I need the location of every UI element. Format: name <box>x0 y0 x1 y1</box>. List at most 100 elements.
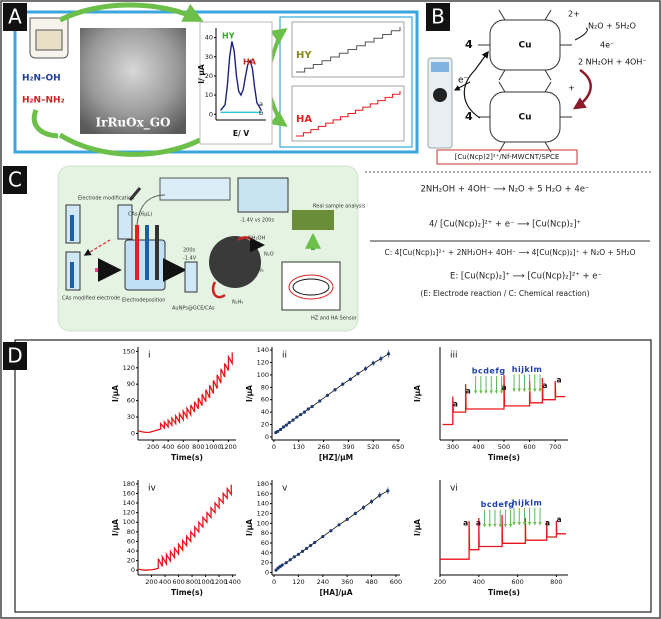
y-axis-label: I/μA <box>111 519 120 536</box>
x-axis-label: E/ V <box>233 129 249 138</box>
data-point <box>321 535 325 539</box>
y-tick-label: 180 <box>257 480 269 488</box>
scheme-label: Electrodeposition <box>122 298 165 304</box>
data-point <box>291 418 295 422</box>
x-tick-label: 650 <box>392 443 404 451</box>
x-tick-label: 1000 <box>197 578 214 586</box>
cv-loop <box>292 278 330 296</box>
sensor-inset <box>281 261 341 311</box>
products: N₂O + 5H₂O <box>588 22 636 31</box>
y-tick-label: 60 <box>261 396 269 404</box>
data-point <box>341 382 345 386</box>
y-tick-label: 0 <box>209 110 213 118</box>
y-tick-label: 60 <box>261 539 269 547</box>
flow-arrow <box>58 132 202 157</box>
curve-label: b <box>259 109 263 117</box>
x-tick-label: 800 <box>186 578 198 586</box>
y-tick-label: 30 <box>205 53 213 61</box>
data-line <box>137 352 233 433</box>
data-point <box>325 393 330 397</box>
annotation: a <box>466 387 471 396</box>
vial <box>184 261 198 293</box>
data-point <box>318 399 322 403</box>
y-tick-label: 140 <box>257 346 269 354</box>
electron: e⁻ <box>458 76 469 86</box>
y-tick-label: 120 <box>257 509 269 517</box>
flow-arrow <box>31 109 59 139</box>
y-tick-label: 40 <box>205 34 213 42</box>
stair-trace <box>296 27 401 73</box>
data-point <box>296 552 301 556</box>
complex-structure-top <box>478 9 572 81</box>
electron-arrow <box>463 50 489 119</box>
x-tick-label: 120 <box>292 578 304 586</box>
x-tick-label: 400 <box>162 443 174 451</box>
scheme-label: -1.4V vs 200s <box>240 218 274 224</box>
cell-electrode <box>135 225 139 280</box>
peak-label: HA <box>243 58 257 67</box>
data-point <box>274 568 278 572</box>
annotation: a <box>453 400 458 409</box>
reaction-arrow <box>572 68 592 110</box>
data-point <box>337 523 341 527</box>
electrode <box>70 262 74 288</box>
data-point <box>386 352 391 356</box>
panel-label-bg <box>3 166 27 194</box>
y-tick-label: 180 <box>123 480 135 488</box>
x-tick-label: 480 <box>365 578 377 586</box>
y-tick-label: 140 <box>257 500 269 508</box>
x-tick-label: 600 <box>172 578 184 586</box>
annotation: bcdefg <box>481 500 515 509</box>
scheme-label: N₂H₄ <box>232 300 244 306</box>
scheme-label: AuNPs@GCE/CAs <box>172 306 215 312</box>
x-tick-label: 600 <box>177 443 189 451</box>
charge: + <box>568 84 575 93</box>
inset-frame <box>279 16 413 148</box>
y-tick-label: 20 <box>261 421 269 429</box>
x-tick-label: 360 <box>341 578 353 586</box>
y-tick-label: 0 <box>131 429 135 437</box>
y-tick-label: 120 <box>257 359 269 367</box>
pipette <box>128 187 142 201</box>
panel-label-bg <box>3 342 27 370</box>
data-point <box>369 500 374 504</box>
y-tick-label: 120 <box>123 364 135 372</box>
x-tick-label: 400 <box>473 578 485 586</box>
data-line <box>137 484 232 571</box>
complex-structure-bottom <box>478 81 572 153</box>
y-tick-label: 100 <box>123 518 135 526</box>
x-tick-label: 300 <box>447 443 459 451</box>
x-tick-label: 600 <box>523 443 535 451</box>
x-axis-label: Time(s) <box>171 453 203 462</box>
annotation: a <box>463 519 468 528</box>
panel-label-bg <box>3 3 27 31</box>
y-tick-label: 0 <box>265 569 269 577</box>
data-point <box>278 427 283 432</box>
inset-label: HA <box>296 114 312 125</box>
scheme-drawing <box>65 177 341 311</box>
x-tick-label: 200 <box>147 443 159 451</box>
data-line <box>442 374 566 426</box>
scheme-label: N₂O <box>264 252 274 258</box>
vial <box>117 204 133 240</box>
y-axis-label: I/μA <box>245 385 254 402</box>
x-tick-label: 500 <box>498 443 510 451</box>
x-tick-label: 1200 <box>220 443 237 451</box>
data-point <box>276 429 280 433</box>
x-tick-label: 390 <box>342 443 354 451</box>
y-tick-label: 0 <box>131 566 135 574</box>
panel-label: D <box>7 344 22 368</box>
equation: C: 4[Cu(Ncp)₂]²⁺ + 2NH₂OH+ 4OH⁻ ⟶ 4[Cu(N… <box>384 248 635 257</box>
cv-loop <box>288 274 334 300</box>
x-tick-label: 800 <box>192 443 204 451</box>
x-tick-label: 200 <box>434 578 446 586</box>
y-tick-label: 30 <box>127 413 135 421</box>
annotation: a <box>557 375 562 384</box>
x-axis-label: [HA]/μA <box>320 588 353 597</box>
electrode <box>70 215 74 241</box>
y-axis-label: I/μA <box>245 519 254 536</box>
data-point <box>379 357 383 361</box>
subpanel-label: ii <box>282 351 287 361</box>
scheme-label: NH₂OH <box>248 236 265 242</box>
